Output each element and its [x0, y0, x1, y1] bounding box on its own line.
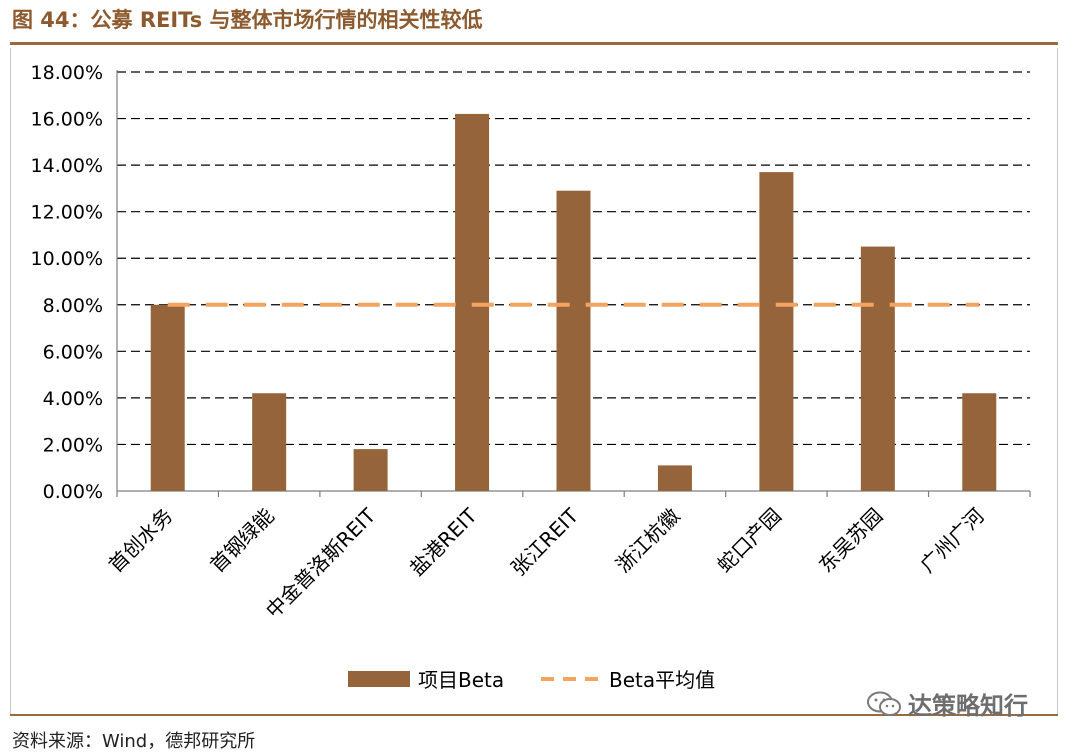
- x-category-label: 广州广河: [915, 504, 989, 578]
- bar: [556, 190, 591, 491]
- chart-frame: [10, 48, 1058, 714]
- x-category-label: 首钢绿能: [205, 504, 279, 578]
- bar: [759, 172, 794, 491]
- bar: [150, 304, 185, 491]
- footer-rule: [10, 714, 1058, 716]
- y-tick-label: 16.00%: [31, 109, 103, 131]
- y-tick-label: 12.00%: [31, 202, 103, 224]
- bar: [252, 393, 287, 491]
- watermark-text: 达策略知行: [908, 692, 1028, 720]
- x-category-label: 首创水务: [104, 504, 178, 578]
- bar: [353, 449, 388, 491]
- x-category-label: 盐港REIT: [405, 503, 482, 580]
- legend-line-label: Beta平均值: [609, 668, 715, 692]
- bar: [657, 465, 692, 491]
- title-rule: [10, 42, 1058, 45]
- watermark: 达策略知行: [866, 686, 1028, 721]
- x-category-label: 张江REIT: [506, 503, 583, 580]
- x-category-label: 浙江杭徽: [611, 504, 685, 578]
- x-category-label: 东吴苏园: [814, 504, 888, 578]
- legend-bar-label: 项目Beta: [418, 668, 504, 692]
- x-category-label: 中金普洛斯REIT: [261, 503, 381, 623]
- figure-title: 图 44：公募 REITs 与整体市场行情的相关性较低: [12, 8, 483, 32]
- y-tick-label: 18.00%: [31, 62, 103, 84]
- x-category-label: 蛇口产园: [712, 504, 786, 578]
- y-tick-label: 14.00%: [31, 155, 103, 177]
- bar: [860, 246, 895, 491]
- y-tick-label: 2.00%: [43, 434, 103, 456]
- legend-bar-swatch: [348, 671, 410, 687]
- bar: [455, 113, 490, 492]
- wechat-icon: [867, 691, 901, 716]
- y-tick-label: 8.00%: [43, 295, 103, 317]
- y-tick-label: 6.00%: [43, 341, 103, 363]
- y-tick-label: 10.00%: [31, 248, 103, 270]
- bar: [962, 393, 997, 491]
- y-tick-label: 4.00%: [43, 388, 103, 410]
- source-note: 资料来源：Wind，德邦研究所: [12, 731, 256, 752]
- y-tick-label: 0.00%: [43, 481, 103, 503]
